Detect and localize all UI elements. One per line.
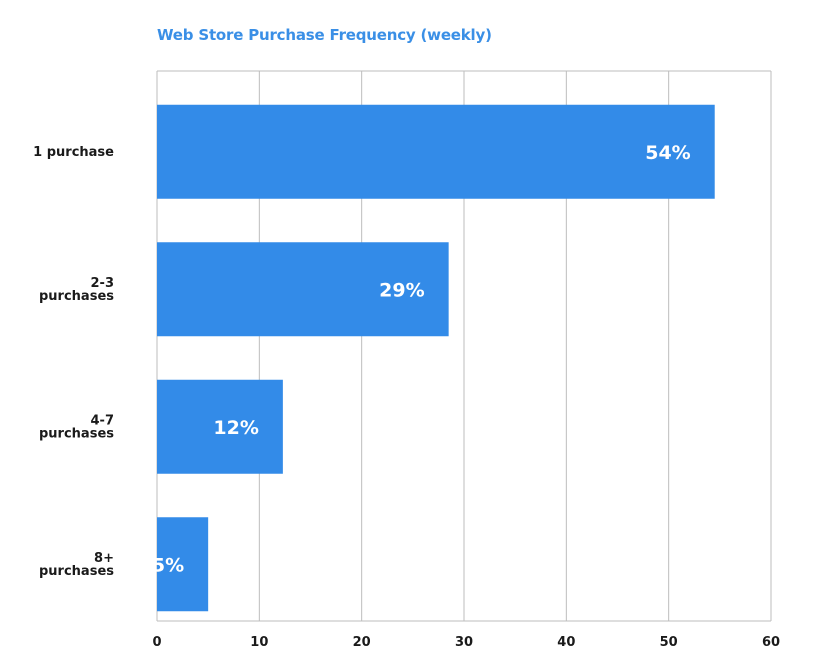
x-tick-label: 10 <box>250 635 268 650</box>
category-label-line: purchases <box>39 289 114 304</box>
x-tick-label: 20 <box>353 635 371 650</box>
category-label-line: purchases <box>39 426 114 441</box>
category-label: 1 purchase <box>33 145 114 160</box>
category-label: 4-7 purchases <box>39 413 114 441</box>
bars <box>157 104 715 612</box>
category-label-line: 1 purchase <box>33 145 114 160</box>
category-label: 8+ purchases <box>39 551 114 579</box>
category-label-line: 4-7 <box>91 413 115 428</box>
x-tick-label: 40 <box>557 635 575 650</box>
chart-title: Web Store Purchase Frequency (weekly) <box>157 26 492 44</box>
x-tick-label: 0 <box>152 635 161 650</box>
x-tick-label: 30 <box>455 635 473 650</box>
bar <box>157 104 715 199</box>
data-labels: 54% 29% 12% 5% <box>152 142 691 577</box>
bar <box>157 242 449 337</box>
data-label: 5% <box>152 554 184 576</box>
bar <box>157 517 209 612</box>
grid-lines <box>156 70 772 622</box>
x-tick-labels: 0 10 20 30 40 50 60 <box>152 635 780 650</box>
category-label-line: purchases <box>39 564 114 579</box>
x-tick-label: 60 <box>762 635 780 650</box>
data-label: 54% <box>645 142 690 164</box>
category-label: 2-3 purchases <box>39 276 114 304</box>
data-label: 12% <box>213 417 258 439</box>
data-label: 29% <box>379 279 424 301</box>
x-tick-label: 50 <box>660 635 678 650</box>
bar <box>157 379 283 474</box>
category-label-line: 8+ <box>94 551 114 566</box>
category-label-line: 2-3 <box>91 276 115 291</box>
